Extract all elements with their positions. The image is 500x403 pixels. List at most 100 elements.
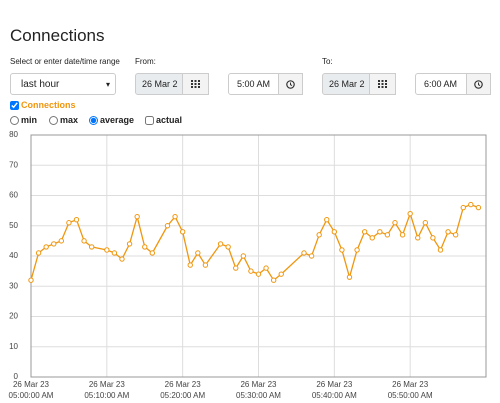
data-point [445,229,451,235]
x-tick-time: 05:10:00 AM [84,391,129,400]
data-point [384,232,391,238]
to-calendar-button[interactable] [369,73,396,95]
actual-option[interactable]: actual [145,115,182,125]
aggregation-radio[interactable] [49,115,58,125]
x-tick-label: 26 Mar 23 [240,380,277,389]
data-point [354,247,360,253]
data-point [104,247,110,253]
data-point [126,241,133,247]
data-point [399,232,406,238]
data-point [119,256,125,262]
data-point [28,277,34,283]
x-tick-label: 26 Mar 23 [316,380,353,389]
data-point [142,244,148,250]
x-tick-label: 26 Mar 23 [89,380,126,389]
data-point [415,235,421,241]
to-time-value: 6:00 AM [424,79,458,89]
aggregation-option[interactable]: max [49,115,78,125]
range-value: last hour [21,78,60,90]
data-point [422,220,429,226]
data-point [111,250,118,256]
aggregation-radio[interactable] [89,115,98,125]
aggregation-label: average [100,115,135,125]
data-point [278,271,284,277]
x-tick-time: 05:30:00 AM [236,391,281,400]
series-toggle[interactable]: Connections [10,100,76,110]
from-calendar-button[interactable] [182,73,209,95]
data-point [324,217,330,223]
series-name: Connections [21,100,76,110]
data-point [248,268,254,274]
aggregation-option[interactable]: min [10,115,37,125]
page-title: Connections [10,26,105,45]
data-point [81,238,87,244]
from-time-value: 5:00 AM [237,79,271,89]
data-point [217,241,224,247]
actual-checkbox[interactable] [145,115,154,125]
range-select[interactable]: last hour ▾ [10,73,116,95]
to-clock-button[interactable] [466,73,491,95]
from-label: From: [135,57,156,66]
to-date-value: 26 Mar 2 [329,79,365,89]
x-tick-time: 05:20:00 AM [160,391,205,400]
to-time[interactable]: 6:00 AM [415,73,467,95]
data-point [225,244,231,250]
from-clock-button[interactable] [278,73,303,95]
to-label: To: [322,57,333,66]
data-point [475,204,482,211]
aggregation-radio[interactable] [10,115,19,125]
plot-border [30,134,487,378]
data-point [392,220,398,226]
data-point [164,223,171,229]
data-point [73,217,80,223]
data-point [202,262,209,268]
aggregation-label: min [21,115,38,125]
y-tick-label: 60 [9,191,18,200]
data-point [88,244,95,250]
x-tick-label: 26 Mar 23 [13,380,50,389]
data-point [452,232,459,238]
data-point [179,229,186,235]
y-tick-label: 40 [9,251,18,260]
data-point [331,229,338,235]
from-date-value: 26 Mar 2 [142,79,178,89]
calendar-icon [378,80,387,88]
y-tick-label: 30 [9,281,18,290]
data-point [51,241,57,247]
data-point [377,229,383,235]
data-point [361,229,368,235]
data-point [43,244,49,250]
data-point [301,250,307,256]
data-point [430,235,436,241]
data-point [316,232,322,238]
data-point [346,274,353,280]
x-tick-label: 26 Mar 23 [392,380,429,389]
y-tick-label: 10 [9,342,18,351]
from-date[interactable]: 26 Mar 2 [135,73,183,95]
data-point [66,220,72,226]
y-tick-label: 70 [9,160,18,169]
x-tick-time: 05:50:00 AM [388,391,433,400]
series-checkbox[interactable] [10,100,19,110]
data-point [270,277,277,283]
aggregation-option[interactable]: average [89,115,134,125]
data-point [149,250,156,256]
data-point [187,262,193,268]
x-tick-label: 26 Mar 23 [165,380,202,389]
data-point [437,247,444,253]
clock-icon [474,79,483,89]
y-tick-label: 20 [9,312,18,321]
y-tick-label: 50 [9,221,18,230]
data-point [172,213,178,220]
data-point [35,250,42,256]
x-tick-time: 05:00:00 AM [9,391,54,400]
data-point [339,247,345,253]
data-point [240,253,247,259]
calendar-icon [191,80,200,88]
range-label: Select or enter date/time range [10,57,120,66]
data-point [369,235,375,241]
data-point [58,238,65,244]
data-point [460,204,466,211]
